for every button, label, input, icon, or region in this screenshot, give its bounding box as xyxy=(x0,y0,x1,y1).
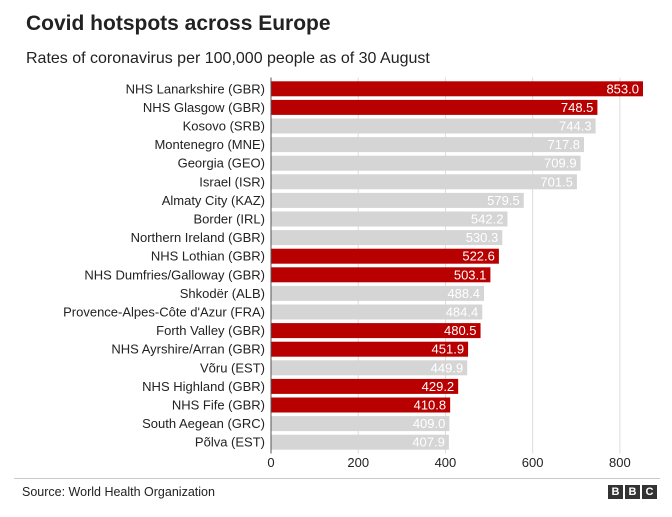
bar xyxy=(271,230,503,246)
data-label: 407.9 xyxy=(412,435,445,450)
data-label: 480.5 xyxy=(444,323,477,338)
bar xyxy=(271,304,483,320)
category-label: NHS Lothian (GBR) xyxy=(151,249,265,264)
data-label: 449.9 xyxy=(431,360,464,375)
bar xyxy=(271,341,469,357)
bar xyxy=(271,137,585,153)
data-label: 409.0 xyxy=(413,416,446,431)
category-label: Provence-Alpes-Côte d'Azur (FRA) xyxy=(63,305,265,320)
category-label: Almaty City (KAZ) xyxy=(162,193,265,208)
data-label: 701.5 xyxy=(540,174,573,189)
data-label: 484.4 xyxy=(446,305,479,320)
bar xyxy=(271,99,598,115)
bar xyxy=(271,323,481,339)
bar xyxy=(271,211,508,227)
data-label: 717.8 xyxy=(547,137,580,152)
category-label: Montenegro (MNE) xyxy=(154,137,265,152)
bar xyxy=(271,416,450,432)
bar xyxy=(271,192,524,208)
category-label: Kosovo (SRB) xyxy=(183,119,265,134)
data-label: 579.5 xyxy=(487,193,520,208)
data-label: 522.6 xyxy=(462,249,495,264)
bar xyxy=(271,285,484,301)
bar xyxy=(271,397,451,413)
data-label: 503.1 xyxy=(454,267,487,282)
data-label: 744.3 xyxy=(559,119,592,134)
category-label: NHS Lanarkshire (GBR) xyxy=(126,81,265,96)
bbc-logo-letter-b2: B xyxy=(625,485,640,499)
data-label: 542.2 xyxy=(471,212,504,227)
bar xyxy=(271,267,491,283)
x-tick-label: 800 xyxy=(609,455,631,470)
bar xyxy=(271,155,581,171)
data-label: 429.2 xyxy=(422,379,455,394)
category-label: Võru (EST) xyxy=(200,360,265,375)
category-label: NHS Glasgow (GBR) xyxy=(143,100,265,115)
bbc-logo-letter-b1: B xyxy=(608,485,623,499)
data-label: 410.8 xyxy=(414,398,447,413)
category-label: NHS Highland (GBR) xyxy=(142,379,265,394)
source-note: Source: World Health Organization xyxy=(22,485,215,499)
bar xyxy=(271,360,468,376)
x-tick-label: 600 xyxy=(522,455,544,470)
data-label: 530.3 xyxy=(466,230,499,245)
footer-divider xyxy=(14,478,660,479)
category-label: NHS Fife (GBR) xyxy=(172,398,265,413)
bar-chart: NHS Lanarkshire (GBR) 853.0 NHS Glasgow (G… xyxy=(63,77,643,470)
category-label: NHS Dumfries/Galloway (GBR) xyxy=(84,267,265,282)
category-label: Põlva (EST) xyxy=(195,435,265,450)
bbc-logo-letter-c: C xyxy=(642,485,657,499)
chart-subtitle: Rates of coronavirus per 100,000 people … xyxy=(26,50,430,67)
bar xyxy=(271,434,449,450)
chart-title: Covid hotspots across Europe xyxy=(26,12,331,35)
data-label: 853.0 xyxy=(606,81,639,96)
category-label: Northern Ireland (GBR) xyxy=(131,230,265,245)
bar xyxy=(271,118,596,134)
x-tick-label: 0 xyxy=(267,455,274,470)
data-label: 709.9 xyxy=(544,156,577,171)
data-label: 451.9 xyxy=(432,342,465,357)
category-label: Border (IRL) xyxy=(193,212,265,227)
category-label: Israel (ISR) xyxy=(199,174,265,189)
category-label: NHS Ayrshire/Arran (GBR) xyxy=(111,342,265,357)
bar xyxy=(271,174,577,190)
bbc-logo: B B C xyxy=(608,485,657,499)
bar xyxy=(271,378,459,394)
data-label: 488.4 xyxy=(447,286,480,301)
category-label: Shkodër (ALB) xyxy=(180,286,265,301)
x-tick-label: 200 xyxy=(347,455,369,470)
bar xyxy=(271,248,499,264)
bar xyxy=(271,81,643,97)
x-tick-label: 400 xyxy=(435,455,457,470)
category-label: Forth Valley (GBR) xyxy=(156,323,265,338)
category-label: South Aegean (GRC) xyxy=(142,416,265,431)
category-label: Georgia (GEO) xyxy=(178,156,265,171)
data-label: 748.5 xyxy=(561,100,594,115)
